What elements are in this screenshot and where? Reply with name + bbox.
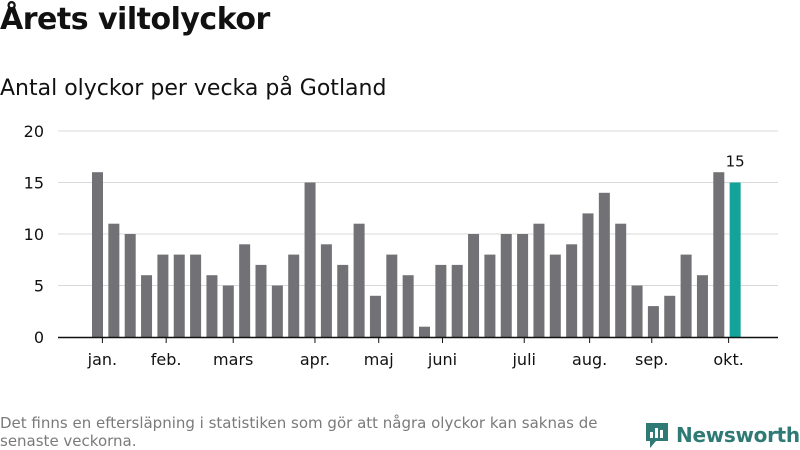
bar bbox=[304, 182, 316, 337]
bar bbox=[468, 234, 480, 337]
bar bbox=[598, 192, 610, 337]
bar bbox=[549, 254, 561, 337]
bar bbox=[631, 285, 643, 337]
bar bbox=[582, 213, 594, 337]
bar bbox=[435, 264, 447, 337]
x-tick-label: jan. bbox=[87, 350, 117, 369]
x-tick-label: apr. bbox=[300, 350, 330, 369]
bar bbox=[337, 264, 349, 337]
chart-subtitle: Antal olyckor per vecka på Gotland bbox=[0, 76, 387, 101]
footnote: Det finns en eftersläpning i statistiken… bbox=[0, 414, 598, 450]
y-tick-label: 15 bbox=[24, 174, 44, 193]
bar bbox=[517, 234, 529, 337]
bar bbox=[173, 254, 185, 337]
bar bbox=[664, 295, 676, 337]
bar-chart: 0 5 10 15 20 jan. feb. mars apr. maj juni juli aug.… bbox=[24, 122, 778, 369]
bar bbox=[402, 275, 414, 337]
bar bbox=[320, 244, 332, 337]
bar bbox=[124, 234, 136, 337]
bar bbox=[157, 254, 169, 337]
bar bbox=[255, 264, 267, 337]
chart-title: Årets viltolyckor bbox=[0, 2, 270, 37]
bar bbox=[566, 244, 578, 337]
bar bbox=[108, 223, 120, 337]
x-tick-label: sep. bbox=[635, 350, 668, 369]
bar bbox=[533, 223, 545, 337]
bar bbox=[647, 306, 659, 337]
bar bbox=[369, 295, 381, 337]
bar bbox=[500, 234, 512, 337]
x-tick-label: mars bbox=[213, 350, 253, 369]
y-axis-ticks: 0 5 10 15 20 bbox=[24, 122, 44, 347]
bar bbox=[190, 254, 202, 337]
bar bbox=[713, 172, 725, 337]
x-tick-label: okt. bbox=[713, 350, 743, 369]
bar bbox=[680, 254, 692, 337]
x-tick-label: juni bbox=[427, 350, 457, 369]
bar bbox=[206, 275, 218, 337]
bar bbox=[386, 254, 398, 337]
y-tick-label: 5 bbox=[34, 277, 44, 296]
bar-highlight bbox=[729, 182, 741, 337]
y-tick-label: 10 bbox=[24, 225, 44, 244]
brand-logo: Newsworthy bbox=[644, 420, 800, 450]
bar bbox=[271, 285, 283, 337]
highlight-value-label: 15 bbox=[726, 153, 745, 171]
bar bbox=[615, 223, 627, 337]
bar bbox=[353, 223, 365, 337]
newsworthy-logo-icon bbox=[646, 423, 668, 448]
bar bbox=[239, 244, 251, 337]
data-labels: 15 bbox=[726, 153, 745, 171]
bar bbox=[141, 275, 153, 337]
bar bbox=[696, 275, 708, 337]
bar bbox=[92, 172, 103, 337]
bars bbox=[92, 172, 741, 337]
bar bbox=[419, 326, 430, 337]
y-tick-label: 0 bbox=[34, 328, 44, 347]
x-tick-label: juli bbox=[511, 350, 535, 369]
x-tick-label: aug. bbox=[572, 350, 607, 369]
x-axis-month-labels: jan. feb. mars apr. maj juni juli aug. sep. okt. bbox=[87, 337, 744, 369]
y-tick-label: 20 bbox=[24, 122, 44, 141]
brand-name: Newsworthy bbox=[676, 423, 800, 447]
x-tick-label: maj bbox=[364, 350, 394, 369]
bar bbox=[222, 285, 234, 337]
bar bbox=[484, 254, 496, 337]
x-tick-label: feb. bbox=[151, 350, 182, 369]
bar bbox=[288, 254, 300, 337]
bar bbox=[451, 264, 463, 337]
